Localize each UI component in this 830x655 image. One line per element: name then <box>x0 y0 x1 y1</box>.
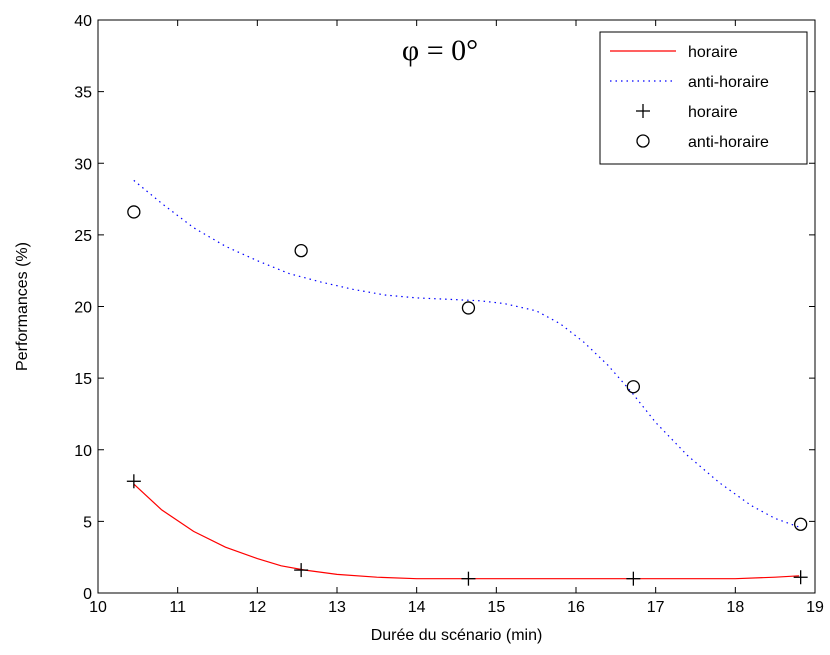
y-tick-label: 30 <box>74 156 92 173</box>
x-tick-label: 16 <box>567 599 585 616</box>
ticks-layer: 10 11 12 13 14 15 16 17 18 19 0 5 10 15 20 25 30 35 40 <box>74 13 824 616</box>
y-tick-label: 15 <box>74 371 92 388</box>
y-tick-label: 40 <box>74 13 92 30</box>
y-tick-label: 20 <box>74 300 92 317</box>
y-tick-label: 5 <box>83 514 92 531</box>
x-tick-label: 12 <box>248 599 266 616</box>
circle-marker <box>794 517 808 531</box>
x-tick-label: 17 <box>647 599 665 616</box>
circle-marker <box>461 301 476 315</box>
legend-label: horaire <box>688 104 738 121</box>
x-tick-label: 15 <box>487 599 505 616</box>
legend-label: anti-horaire <box>688 74 769 91</box>
x-tick-label: 14 <box>408 599 426 616</box>
x-tick-label: 10 <box>89 599 107 616</box>
legend: horaire anti-horaire horaire anti-horaire <box>599 31 808 165</box>
y-axis-title: Performances (%) <box>14 242 31 371</box>
circle-marker <box>626 380 641 394</box>
series-2-scatter <box>126 474 808 586</box>
y-tick-label: 10 <box>74 443 92 460</box>
series-3-scatter <box>127 205 808 531</box>
legend-box <box>599 31 808 165</box>
circle-marker <box>636 134 650 148</box>
x-tick-label: 11 <box>169 599 186 616</box>
legend-label: horaire <box>688 44 738 61</box>
y-tick-label: 0 <box>83 586 92 603</box>
chart-title: φ = 0° <box>402 34 478 67</box>
x-tick-label: 13 <box>328 599 346 616</box>
circle-marker <box>294 243 308 258</box>
y-tick-label: 25 <box>74 228 92 245</box>
series-0-line <box>133 483 800 580</box>
series-line-solid <box>133 483 800 580</box>
x-tick-label: 19 <box>806 599 824 616</box>
circle-marker <box>127 205 141 219</box>
y-tick-label: 35 <box>74 85 92 102</box>
x-axis-title: Durée du scénario (min) <box>371 627 543 644</box>
legend-label: anti-horaire <box>688 134 769 151</box>
series-layer <box>126 179 808 586</box>
x-tick-label: 18 <box>726 599 744 616</box>
